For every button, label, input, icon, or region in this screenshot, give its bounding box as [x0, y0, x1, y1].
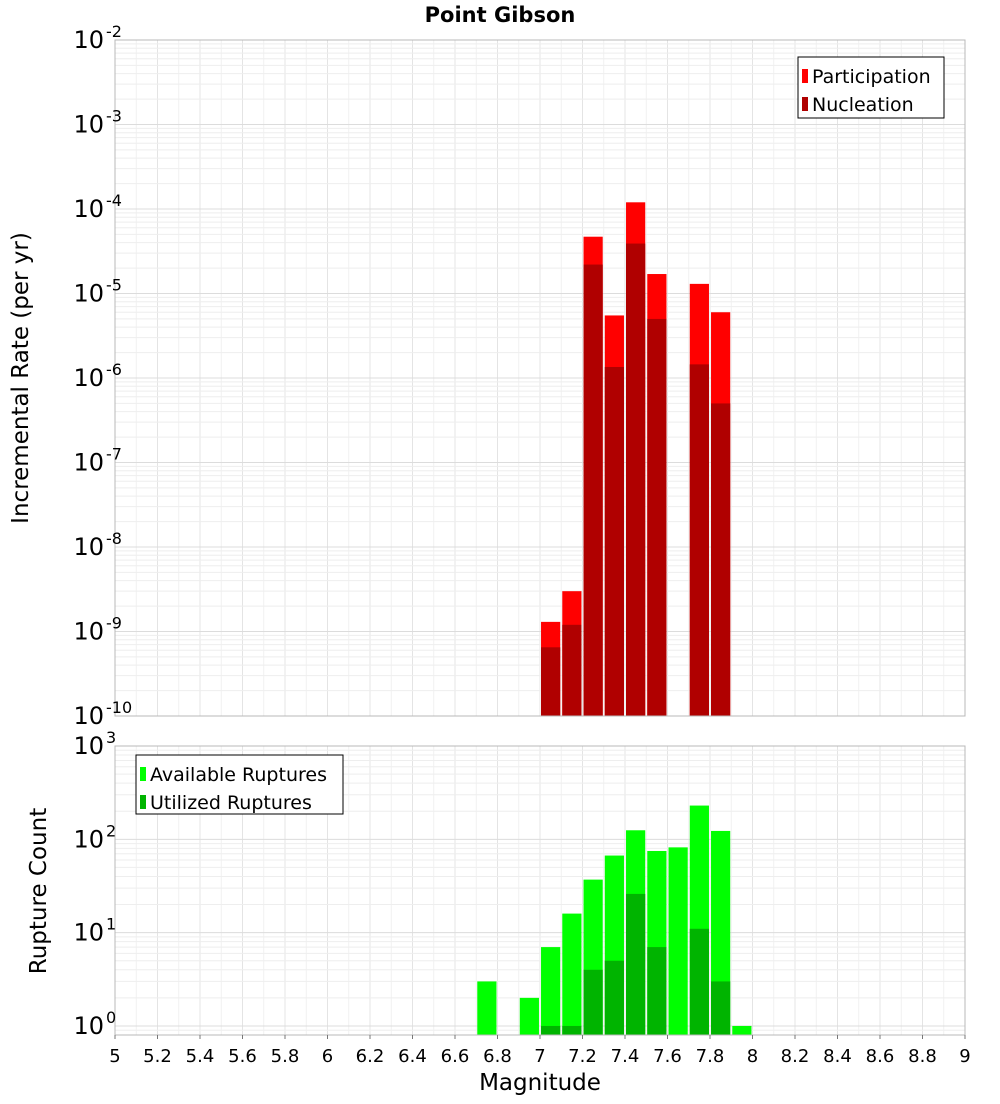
- bar-series-1: [732, 1025, 752, 1035]
- bar-series-2: [689, 364, 709, 716]
- x-tick-label: 5.2: [143, 1046, 172, 1067]
- y-tick-label: 10: [73, 825, 104, 853]
- bar-series-1: [562, 913, 582, 1035]
- y-tick-label: 10: [73, 195, 104, 223]
- legend-label: Available Ruptures: [150, 764, 327, 786]
- top-plot-frame: [114, 39, 966, 717]
- bar-series-2: [626, 893, 646, 1035]
- legend-box: [135, 754, 344, 815]
- bar-series-1: [668, 847, 688, 1035]
- y-tick-exponent: -4: [106, 191, 122, 210]
- y-tick-label: 10: [73, 449, 104, 477]
- x-tick-label: 9: [959, 1046, 970, 1067]
- bar-series-2: [541, 1025, 561, 1035]
- x-tick-label: 6.8: [483, 1046, 512, 1067]
- x-tick-label: 8.8: [908, 1046, 937, 1067]
- top-grid: [114, 39, 966, 717]
- legend-swatch: [140, 795, 146, 809]
- y-tick-label: 10: [73, 26, 104, 54]
- bar-series-2: [689, 928, 709, 1035]
- y-tick-exponent: -6: [106, 360, 122, 379]
- x-tick-label: 7.4: [611, 1046, 640, 1067]
- bottom-y-axis-label: Rupture Count: [26, 808, 52, 974]
- x-tick-label: 5: [109, 1046, 120, 1067]
- y-tick-label: 10: [73, 1012, 104, 1040]
- x-tick-label: 6: [322, 1046, 333, 1067]
- legend-swatch: [802, 97, 808, 111]
- y-tick-label: 10: [73, 533, 104, 561]
- bar-series-1: [541, 947, 561, 1035]
- legend-label: Nucleation: [812, 94, 914, 116]
- x-tick-label: 5.8: [271, 1046, 300, 1067]
- y-tick-exponent: 3: [106, 728, 116, 747]
- x-tick-label: 5.6: [228, 1046, 257, 1067]
- legend-label: Participation: [812, 66, 931, 88]
- chart-title: Point Gibson: [425, 3, 576, 27]
- y-tick-exponent: -2: [106, 22, 122, 41]
- y-tick-label: 10: [73, 702, 104, 730]
- y-tick-label: 10: [73, 111, 104, 139]
- x-axis-label: Magnitude: [479, 1070, 601, 1096]
- bar-series-2: [562, 624, 582, 716]
- bottom-bars: [477, 805, 752, 1035]
- legend-label: Utilized Ruptures: [150, 792, 312, 814]
- top-bars: [541, 202, 731, 716]
- x-tick-label: 7.2: [568, 1046, 597, 1067]
- y-tick-exponent: -5: [106, 276, 122, 295]
- x-tick-label: 8.6: [866, 1046, 895, 1067]
- bar-series-2: [583, 264, 603, 716]
- legend-swatch: [802, 69, 808, 83]
- x-tick-label: 8.4: [823, 1046, 852, 1067]
- x-tick-label: 7.8: [696, 1046, 725, 1067]
- bar-series-2: [647, 318, 667, 716]
- x-tick-label: 6.4: [398, 1046, 427, 1067]
- bottom-legend: Available Ruptures Utilized Ruptures: [135, 754, 344, 815]
- y-tick-exponent: -10: [106, 698, 132, 717]
- y-tick-label: 10: [73, 618, 104, 646]
- x-tick-label: 8.2: [781, 1046, 810, 1067]
- bar-series-2: [626, 243, 646, 716]
- y-tick-label: 10: [73, 919, 104, 947]
- bar-series-2: [583, 969, 603, 1035]
- y-tick-label: 10: [73, 280, 104, 308]
- bottom-x-ticks: 5 5.2 5.4 5.6 5.8 6 6.2 6.4 6.6 6.8 7 7.2 7.4 7.6 7.8 8…: [109, 1035, 971, 1067]
- top-legend: Participation Nucleation: [797, 56, 945, 119]
- x-tick-label: 7: [534, 1046, 545, 1067]
- bar-series-2: [604, 366, 624, 716]
- bar-series-2: [541, 647, 561, 716]
- y-tick-exponent: 0: [106, 1008, 116, 1027]
- x-tick-label: 8: [747, 1046, 758, 1067]
- legend-swatch: [140, 767, 146, 781]
- y-tick-exponent: -8: [106, 529, 122, 548]
- y-tick-exponent: -9: [106, 614, 122, 633]
- bar-series-2: [562, 1025, 582, 1035]
- bar-series-2: [647, 947, 667, 1035]
- bar-series-2: [604, 960, 624, 1035]
- bar-series-2: [711, 403, 731, 716]
- bar-series-2: [711, 981, 731, 1035]
- y-tick-exponent: 2: [106, 821, 116, 840]
- x-tick-label: 5.4: [186, 1046, 215, 1067]
- x-tick-label: 7.6: [653, 1046, 682, 1067]
- y-tick-exponent: -7: [106, 445, 122, 464]
- x-tick-label: 6.2: [356, 1046, 385, 1067]
- legend-box: [797, 56, 945, 119]
- y-tick-exponent: -3: [106, 107, 122, 126]
- y-tick-exponent: 1: [106, 915, 116, 934]
- bar-series-1: [477, 981, 497, 1035]
- y-tick-label: 10: [73, 732, 104, 760]
- top-y-axis-label: Incremental Rate (per yr): [8, 232, 34, 524]
- bar-series-1: [519, 997, 539, 1035]
- x-tick-label: 6.6: [441, 1046, 470, 1067]
- y-tick-label: 10: [73, 364, 104, 392]
